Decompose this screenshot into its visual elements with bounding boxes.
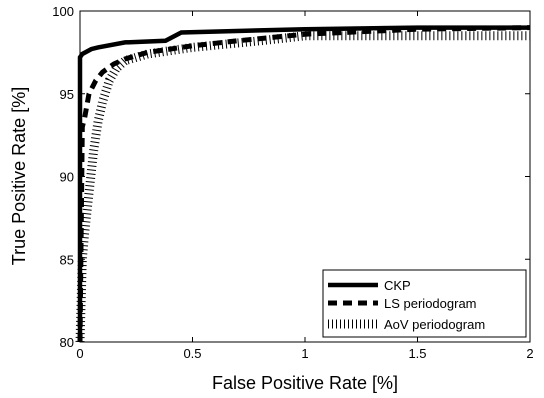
y-tick-label: 90: [60, 170, 74, 185]
y-tick-label: 100: [52, 4, 74, 19]
x-tick-label: 0.5: [183, 346, 201, 361]
series-line-ls-periodogram: [77, 25, 531, 343]
y-tick-label: 95: [60, 87, 74, 102]
legend-label-aov-periodogram: AoV periodogram: [384, 317, 485, 332]
x-axis-label: False Positive Rate [%]: [212, 373, 398, 393]
legend: CKP LS periodogram AoV periodogram: [322, 269, 527, 338]
y-tick-label: 85: [60, 252, 74, 267]
y-tick-label: 80: [60, 335, 74, 350]
x-tick-label: 1.5: [408, 346, 426, 361]
legend-label-ls-periodogram: LS periodogram: [384, 296, 477, 311]
x-tick-label: 0: [76, 346, 83, 361]
y-axis-label: True Positive Rate [%]: [9, 87, 29, 265]
series-layer: [75, 25, 531, 343]
x-tick-label: 1: [301, 346, 308, 361]
series-line-ckp: [77, 25, 530, 342]
legend-label-ckp: CKP: [384, 278, 411, 293]
tick-layer: 0 0.5 1 1.5 2 80 85 90 95 100: [52, 4, 533, 361]
series-line-aov-periodogram: [75, 31, 530, 343]
x-tick-label: 2: [526, 346, 533, 361]
